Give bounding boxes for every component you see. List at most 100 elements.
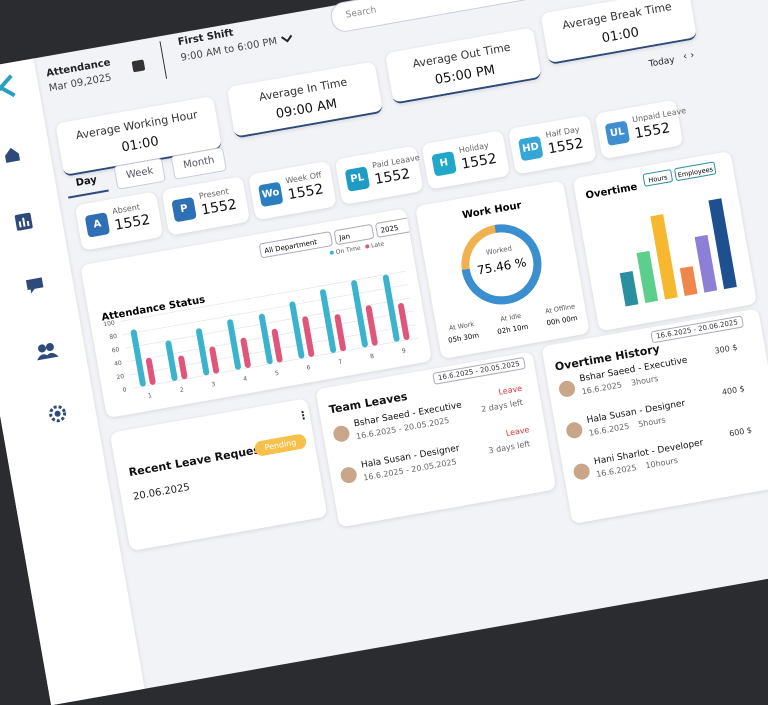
date-range[interactable]: 16.6.2025 - 20.05.2025 xyxy=(432,356,526,385)
days-left: 3 days left xyxy=(487,439,531,456)
grid-line xyxy=(129,324,416,376)
toggle[interactable] xyxy=(642,169,673,187)
stat-badge: Wo xyxy=(258,181,284,208)
recent-leave-date: 20.06.2025 xyxy=(132,481,191,503)
grid-line xyxy=(120,270,407,322)
y-tick-label: 0 xyxy=(122,386,127,394)
stat-value: 00h 00m xyxy=(546,314,578,327)
shift-dropdown[interactable] xyxy=(280,33,294,45)
legend-dot xyxy=(365,244,370,249)
avatar xyxy=(557,379,577,399)
summary-card: Average In Time 09:00 AM xyxy=(226,61,384,139)
x-tick-label: 7 xyxy=(338,359,343,367)
grid-line xyxy=(122,284,409,336)
employee-name: Hala Susan - Designer xyxy=(586,398,687,426)
stat-value: 1552 xyxy=(633,120,672,143)
bar xyxy=(240,337,251,368)
filter-dropdown[interactable] xyxy=(334,224,374,245)
logo xyxy=(0,74,16,102)
summary-card: Average Out Time 05:00 PM xyxy=(385,27,542,105)
legend-dot xyxy=(329,250,334,255)
bar xyxy=(708,198,737,290)
bar xyxy=(619,270,639,307)
avatar xyxy=(332,424,351,444)
more-menu[interactable]: ⋮ xyxy=(296,408,310,423)
filter-dropdown[interactable] xyxy=(259,231,333,258)
stat-card: A Absent 1552 xyxy=(74,191,164,251)
stat-badge: UL xyxy=(604,120,631,146)
stat-card: UL Unpaid Leave 1552 xyxy=(594,99,687,160)
bar xyxy=(650,214,678,300)
bar xyxy=(178,355,188,380)
stat-label: At Work xyxy=(448,320,475,332)
home-icon[interactable] xyxy=(2,144,23,165)
status-pill[interactable]: Pending xyxy=(253,433,308,457)
work-hour-card: Work Hour Worked 75.46 % At Work 05h 30m At I… xyxy=(415,180,590,360)
period[interactable]: Today xyxy=(648,55,676,70)
chart-icon[interactable] xyxy=(13,211,34,232)
grid-line xyxy=(125,297,411,349)
center-label: Worked xyxy=(485,244,512,256)
stat-badge: HD xyxy=(518,135,544,162)
y-tick-label: 40 xyxy=(114,360,123,368)
stat-value: 1552 xyxy=(113,211,152,234)
grid-line xyxy=(132,337,418,389)
grid-line xyxy=(127,310,414,362)
bar xyxy=(334,314,347,352)
settings-icon[interactable] xyxy=(47,403,68,424)
card-title: Work Hour xyxy=(461,200,522,221)
bar xyxy=(351,280,368,348)
x-tick-label: 1 xyxy=(148,392,153,400)
bar xyxy=(130,329,146,387)
bar xyxy=(636,250,659,303)
bar xyxy=(365,305,378,346)
stat-badge: P xyxy=(171,196,197,223)
message-icon[interactable] xyxy=(25,275,46,296)
x-tick-label: 6 xyxy=(306,364,311,372)
x-tick-label: 4 xyxy=(243,375,248,383)
stat-card: H Holiday 1552 xyxy=(421,130,511,190)
overtime-history-card: Overtime History 16.6.2025 - 20.06.2025 … xyxy=(541,308,768,524)
bar xyxy=(679,266,698,297)
days-left: 2 days left xyxy=(480,397,524,415)
sidebar xyxy=(0,58,145,705)
period-nav[interactable]: ‹ › xyxy=(682,49,696,63)
team-leaves-card: Team Leaves 16.6.2025 - 20.05.2025 Bshar… xyxy=(315,351,557,528)
stat-value: 02h 10m xyxy=(497,323,529,336)
overtime-amount: 400 $ xyxy=(721,384,746,397)
x-tick-label: 3 xyxy=(211,381,216,389)
overtime-card: Overtime Hours Employees xyxy=(572,150,758,332)
bar xyxy=(145,357,156,385)
leave-status: Leave xyxy=(497,383,523,397)
stat-value: 1552 xyxy=(200,196,239,219)
filter-label: Jan xyxy=(338,232,351,242)
divider xyxy=(159,41,168,79)
users-icon[interactable] xyxy=(34,341,59,361)
x-tick-label: 2 xyxy=(179,387,184,395)
bar xyxy=(209,346,220,374)
bar xyxy=(195,328,210,376)
card-title: Overtime xyxy=(585,182,638,202)
recent-leave-card: Recent Leave Request 20.06.2025 Pending … xyxy=(109,398,328,552)
bar xyxy=(398,303,410,340)
bar xyxy=(382,274,400,342)
y-tick-label: 80 xyxy=(109,333,118,341)
calendar-icon[interactable] xyxy=(130,57,146,73)
avatar xyxy=(572,462,591,481)
stat-value: 1552 xyxy=(373,166,412,188)
x-tick-label: 9 xyxy=(401,347,406,355)
stat-card: Wo Week Off 1552 xyxy=(248,160,337,221)
toggle-label: Hours xyxy=(648,173,669,184)
overtime-amount: 600 $ xyxy=(728,425,753,439)
y-tick-label: 20 xyxy=(116,373,125,381)
donut-arc xyxy=(461,224,542,305)
overtime-amount: 300 $ xyxy=(713,342,739,356)
stat-value: 1552 xyxy=(286,181,325,204)
stat-badge: PL xyxy=(344,166,371,192)
stat-badge: H xyxy=(431,151,457,177)
toggle[interactable] xyxy=(674,161,717,181)
